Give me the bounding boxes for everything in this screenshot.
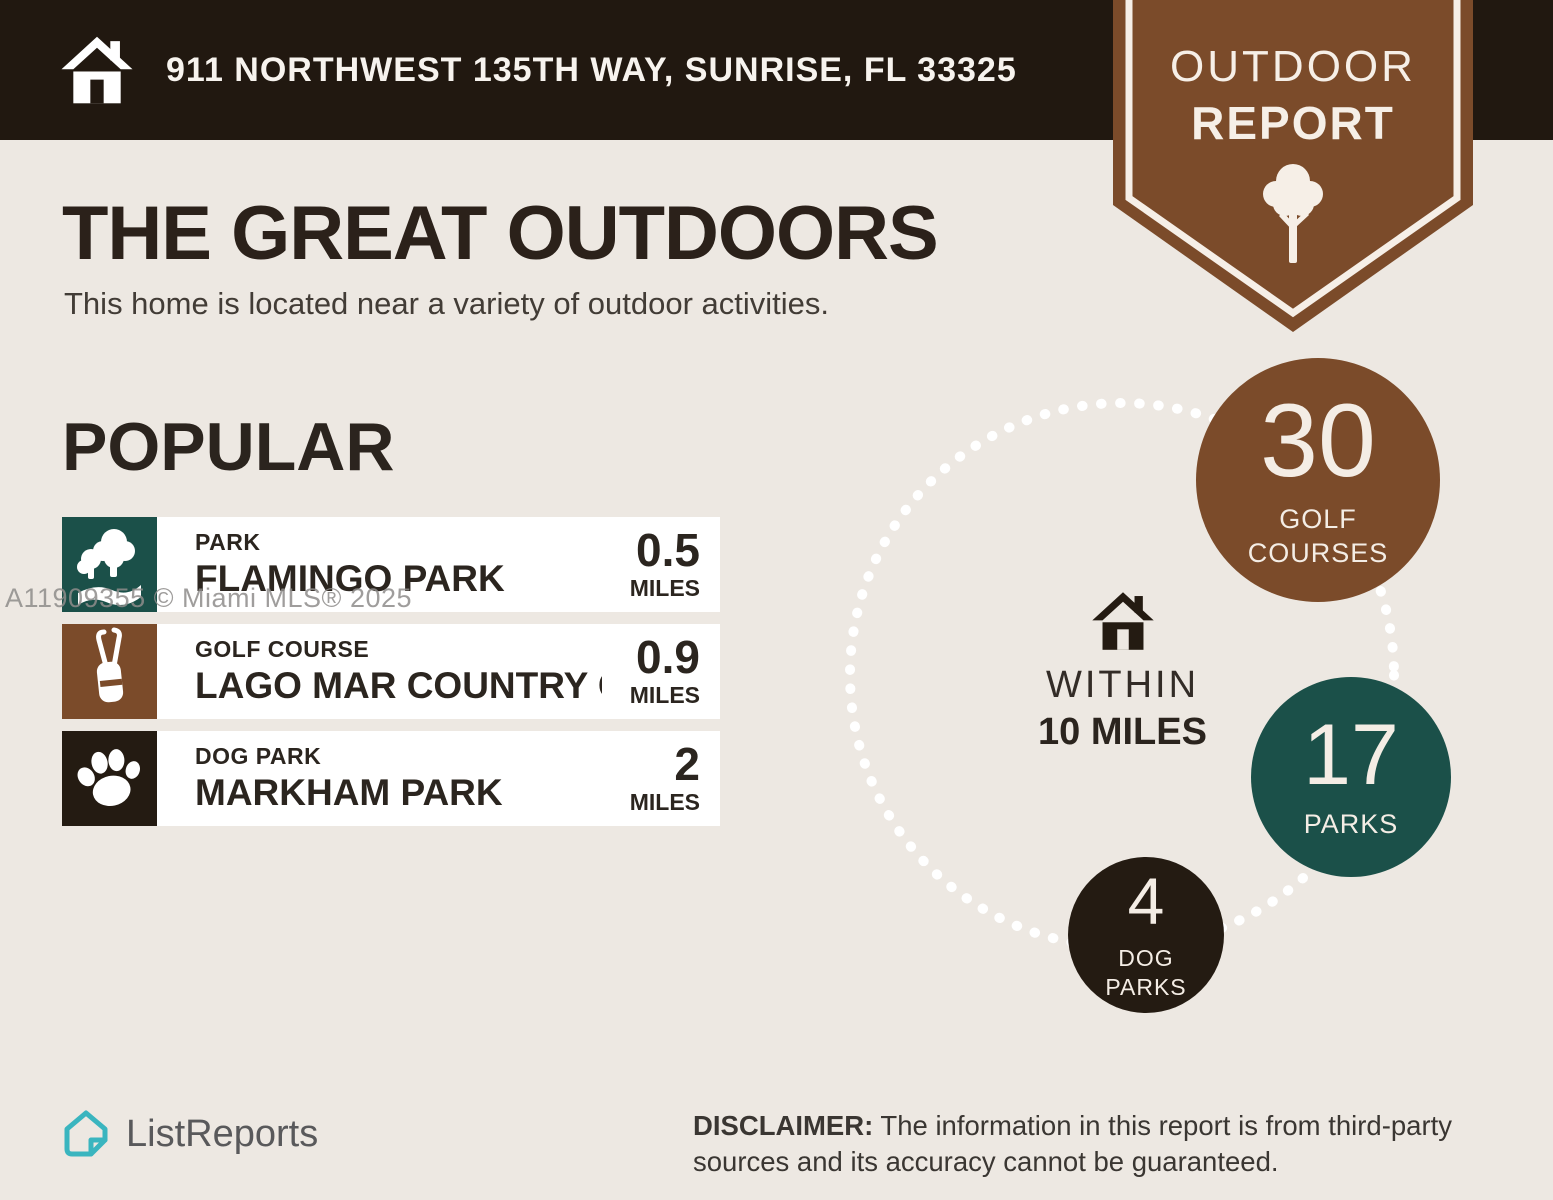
stat-value: 17 — [1303, 707, 1399, 804]
stat-label: GOLF COURSES — [1247, 504, 1389, 568]
within-radius-label: WITHIN 10 MILES — [1010, 592, 1235, 754]
disclaimer-label: DISCLAIMER: — [693, 1110, 874, 1141]
listreports-house-icon — [64, 1110, 108, 1157]
stat-value: 30 — [1260, 383, 1376, 500]
popular-item-dogpark: DOG PARK MARKHAM PARK 2 MILES — [62, 731, 720, 826]
radius-dotted-circle — [845, 398, 1399, 952]
stat-label: DOG PARKS — [1105, 945, 1187, 1000]
popular-item-text: GOLF COURSE LAGO MAR COUNTRY CLUB — [157, 624, 701, 719]
popular-item-category: GOLF COURSE — [195, 636, 370, 662]
popular-item-text: DOG PARK MARKHAM PARK — [157, 731, 602, 826]
mls-watermark: A11909355 © Miami MLS® 2025 — [5, 583, 413, 613]
radius-distance-label: 10 MILES — [1038, 711, 1207, 753]
popular-item-name: MARKHAM PARK — [195, 772, 503, 813]
house-icon — [1091, 592, 1154, 650]
badge-title-line1: OUTDOOR — [1170, 42, 1416, 91]
distance-unit: MILES — [629, 575, 700, 601]
disclaimer-text: The information in this report is from t… — [693, 1110, 1453, 1177]
paw-icon — [62, 731, 157, 826]
page-title: THE GREAT OUTDOORS — [62, 191, 939, 276]
outdoor-report-badge: OUTDOOR REPORT — [1113, 0, 1473, 332]
popular-item-name: FLAMINGO PARK — [195, 558, 505, 599]
popular-item-golf: GOLF COURSE LAGO MAR COUNTRY CLUB 0.9 MI… — [62, 624, 720, 719]
stat-value: 4 — [1127, 864, 1165, 939]
popular-item-category: DOG PARK — [195, 743, 322, 769]
home-icon — [61, 36, 133, 104]
distance-unit: MILES — [629, 682, 700, 708]
park-trees-icon — [62, 517, 157, 612]
distance-unit: MILES — [629, 789, 700, 815]
popular-item-park: PARK FLAMINGO PARK 0.5 MILES — [62, 517, 720, 612]
popular-item-category: PARK — [195, 529, 261, 555]
page-subtitle: This home is located near a variety of o… — [64, 286, 830, 321]
stat-dog-parks: 4 DOG PARKS — [1068, 857, 1224, 1013]
distance-value: 0.9 — [636, 631, 700, 683]
brand-name: ListReports — [126, 1112, 319, 1155]
popular-item-distance: 0.5 MILES — [602, 517, 720, 612]
disclaimer: DISCLAIMER: The information in this repo… — [693, 1108, 1498, 1180]
popular-item-text: PARK FLAMINGO PARK — [157, 517, 602, 612]
golf-bag-icon — [62, 624, 157, 719]
within-label: WITHIN — [1045, 664, 1200, 706]
badge-title-line2: REPORT — [1191, 97, 1395, 149]
popular-list: PARK FLAMINGO PARK 0.5 MILES — [62, 517, 720, 838]
stat-label: PARKS — [1303, 809, 1399, 840]
distance-value: 2 — [674, 738, 700, 790]
popular-item-distance: 0.9 MILES — [602, 624, 720, 719]
property-address: 911 NORTHWEST 135TH WAY, SUNRISE, FL 333… — [166, 50, 1017, 89]
stat-parks: 17 PARKS — [1251, 677, 1451, 877]
tree-icon — [1263, 164, 1323, 263]
popular-item-name: LAGO MAR COUNTRY CLUB — [195, 665, 701, 706]
distance-value: 0.5 — [636, 524, 700, 576]
stat-golf-courses: 30 GOLF COURSES — [1196, 358, 1440, 602]
listreports-brand: ListReports — [60, 1108, 318, 1160]
popular-section-heading: POPULAR — [62, 409, 395, 485]
popular-item-distance: 2 MILES — [602, 731, 720, 826]
